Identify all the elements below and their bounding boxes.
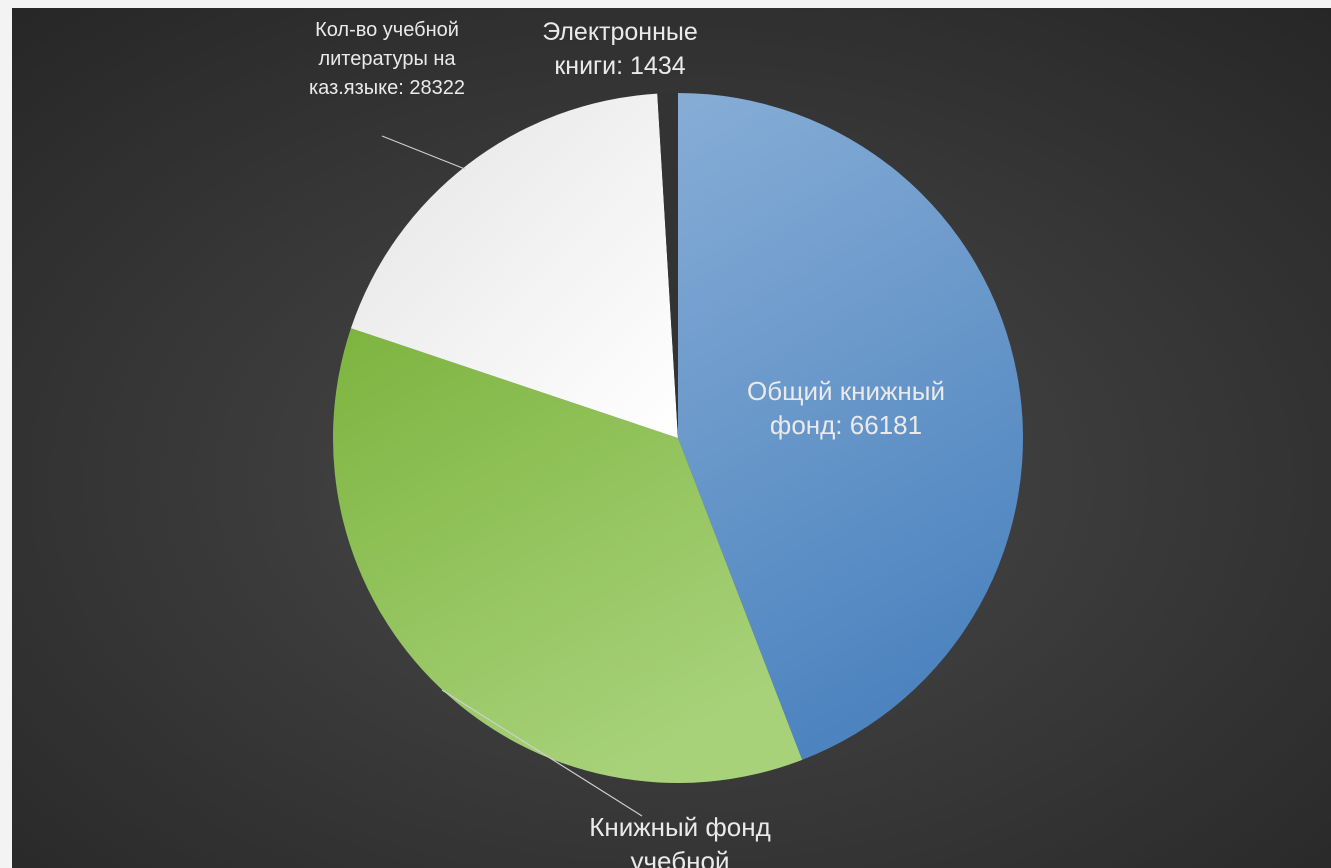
slice-label-line: каз.языке: 28322 <box>309 77 465 99</box>
slice-label-1: Общий книжный фонд: 66181 <box>747 376 945 440</box>
leader-lines <box>381 135 643 817</box>
slice-label-line: учебной <box>631 846 730 868</box>
slice-label-line: фонд: 66181 <box>770 410 922 440</box>
slice-label-line: Книжный фонд <box>589 812 771 842</box>
pie-slice-2 <box>332 328 803 784</box>
pie-slice-1 <box>678 93 1024 760</box>
pie-slice-3 <box>350 93 678 438</box>
slice-label-line: литературы на <box>318 48 456 70</box>
slice-label-line: Кол-во учебной <box>315 19 459 41</box>
slice-label-3: Кол-во учебной литературы на каз.языке: 28… <box>309 19 465 99</box>
slice-labels: Общий книжный фонд: 66181 Книжный фонд учеб… <box>309 18 945 868</box>
pie-chart: Общий книжный фонд: 66181 Книжный фонд учеб… <box>12 8 1331 868</box>
pie-slice-4 <box>657 93 678 438</box>
slice-label-line: книги: 1434 <box>554 52 685 80</box>
pie-slices <box>332 93 1024 784</box>
slice-label-2: Книжный фонд учебной <box>589 812 771 868</box>
slice-label-line: Общий книжный <box>747 376 945 406</box>
slice-label-line: Электронные <box>542 18 698 46</box>
leader-line-1 <box>441 689 643 817</box>
slice-label-4: Электронные книги: 1434 <box>542 18 698 80</box>
leader-line-2 <box>381 135 466 170</box>
pie-chart-panel: Общий книжный фонд: 66181 Книжный фонд учеб… <box>12 8 1331 868</box>
